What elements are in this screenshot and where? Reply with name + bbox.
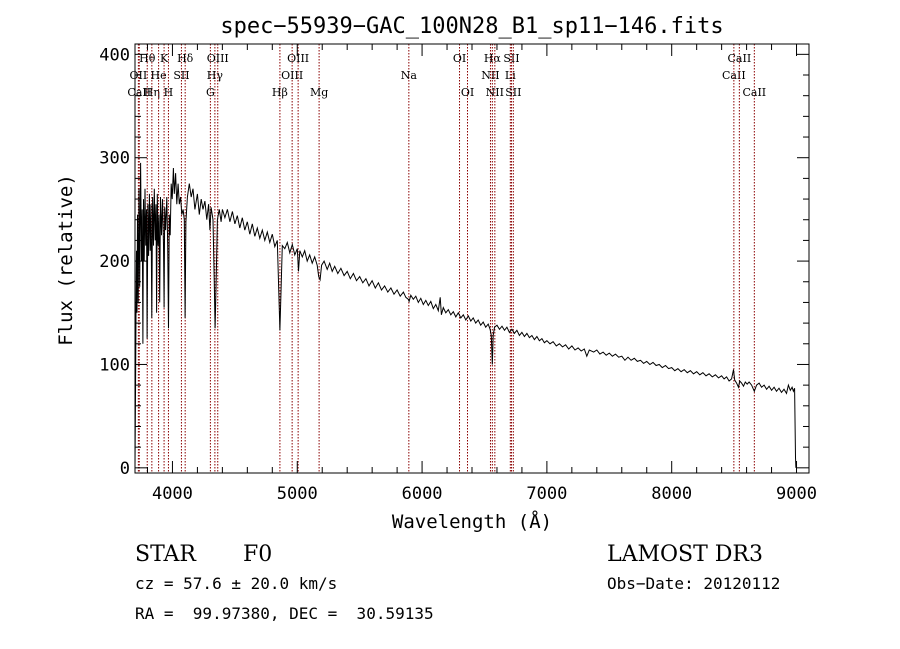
line-marker-label-19: NII	[481, 69, 499, 82]
line-marker-label-18: OI	[461, 86, 474, 99]
line-marker-label-13: OIII	[281, 69, 303, 82]
line-marker-label-8: Hδ	[177, 52, 194, 65]
line-marker-label-4: He	[151, 69, 167, 82]
line-marker-label-24: SII	[505, 86, 521, 99]
y-tick-label-0: 0	[120, 459, 130, 479]
line-marker-label-7: SII	[173, 69, 189, 82]
chart-title: spec−55939−GAC_100N28_B1_sp11−146.fits	[220, 14, 723, 39]
x-tick-label-0: 4000	[152, 484, 193, 504]
line-marker-label-10: Hγ	[207, 69, 224, 82]
obs-date: Obs−Date: 20120112	[607, 574, 780, 593]
line-marker-label-1: CaII	[127, 86, 151, 99]
line-markers: OIICaIIHθHηHeKHSIIHδGHγOIIIHβOIIIOIIIMgN…	[127, 44, 766, 473]
coordinates: RA = 99.97380, DEC = 30.59135	[135, 604, 434, 623]
line-marker-label-17: OI	[453, 52, 466, 65]
line-marker-label-9: G	[206, 86, 215, 99]
y-tick-labels: 0 100 200 300 400	[99, 45, 130, 478]
x-tick-label-4: 8000	[651, 484, 692, 504]
line-marker-label-21: NII	[486, 86, 504, 99]
y-tick-label-3: 300	[99, 149, 130, 169]
x-tick-label-1: 5000	[277, 484, 318, 504]
line-marker-label-20: Hα	[484, 52, 502, 65]
line-marker-label-5: K	[160, 52, 169, 65]
plot-frame	[134, 43, 810, 474]
x-axis-label: Wavelength (Å)	[392, 510, 552, 533]
line-marker-label-27: CaII	[742, 86, 766, 99]
line-marker-label-22: Li	[505, 69, 516, 82]
line-marker-label-6: H	[164, 86, 174, 99]
spectral-subclass: F0	[243, 542, 272, 567]
line-marker-label-2: Hθ	[139, 52, 156, 65]
object-class: STAR	[135, 542, 197, 567]
x-tick-labels: 4000 5000 6000 7000 8000 9000	[152, 484, 817, 504]
x-tick-label-5: 9000	[776, 484, 817, 504]
line-marker-label-16: Na	[401, 69, 418, 82]
redshift-value: cz = 57.6 ± 20.0 km/s	[135, 574, 337, 593]
y-tick-label-4: 400	[99, 45, 130, 65]
spectrum-line	[134, 162, 797, 468]
line-marker-label-26: CaII	[728, 52, 752, 65]
y-axis-label: Flux (relative)	[55, 174, 77, 346]
survey-name: LAMOST DR3	[607, 542, 763, 567]
line-marker-label-25: CaII	[722, 69, 746, 82]
line-marker-label-3: Hη	[144, 86, 160, 99]
line-marker-label-23: SII	[503, 52, 519, 65]
line-marker-label-11: OIII	[207, 52, 229, 65]
line-marker-label-12: Hβ	[272, 86, 288, 99]
line-marker-label-15: Mg	[310, 86, 328, 99]
line-marker-label-14: OIII	[287, 52, 309, 65]
y-tick-label-2: 200	[99, 252, 130, 272]
axis-ticks	[135, 44, 809, 473]
x-tick-label-3: 7000	[526, 484, 567, 504]
x-tick-label-2: 6000	[402, 484, 443, 504]
y-tick-label-1: 100	[99, 355, 130, 375]
